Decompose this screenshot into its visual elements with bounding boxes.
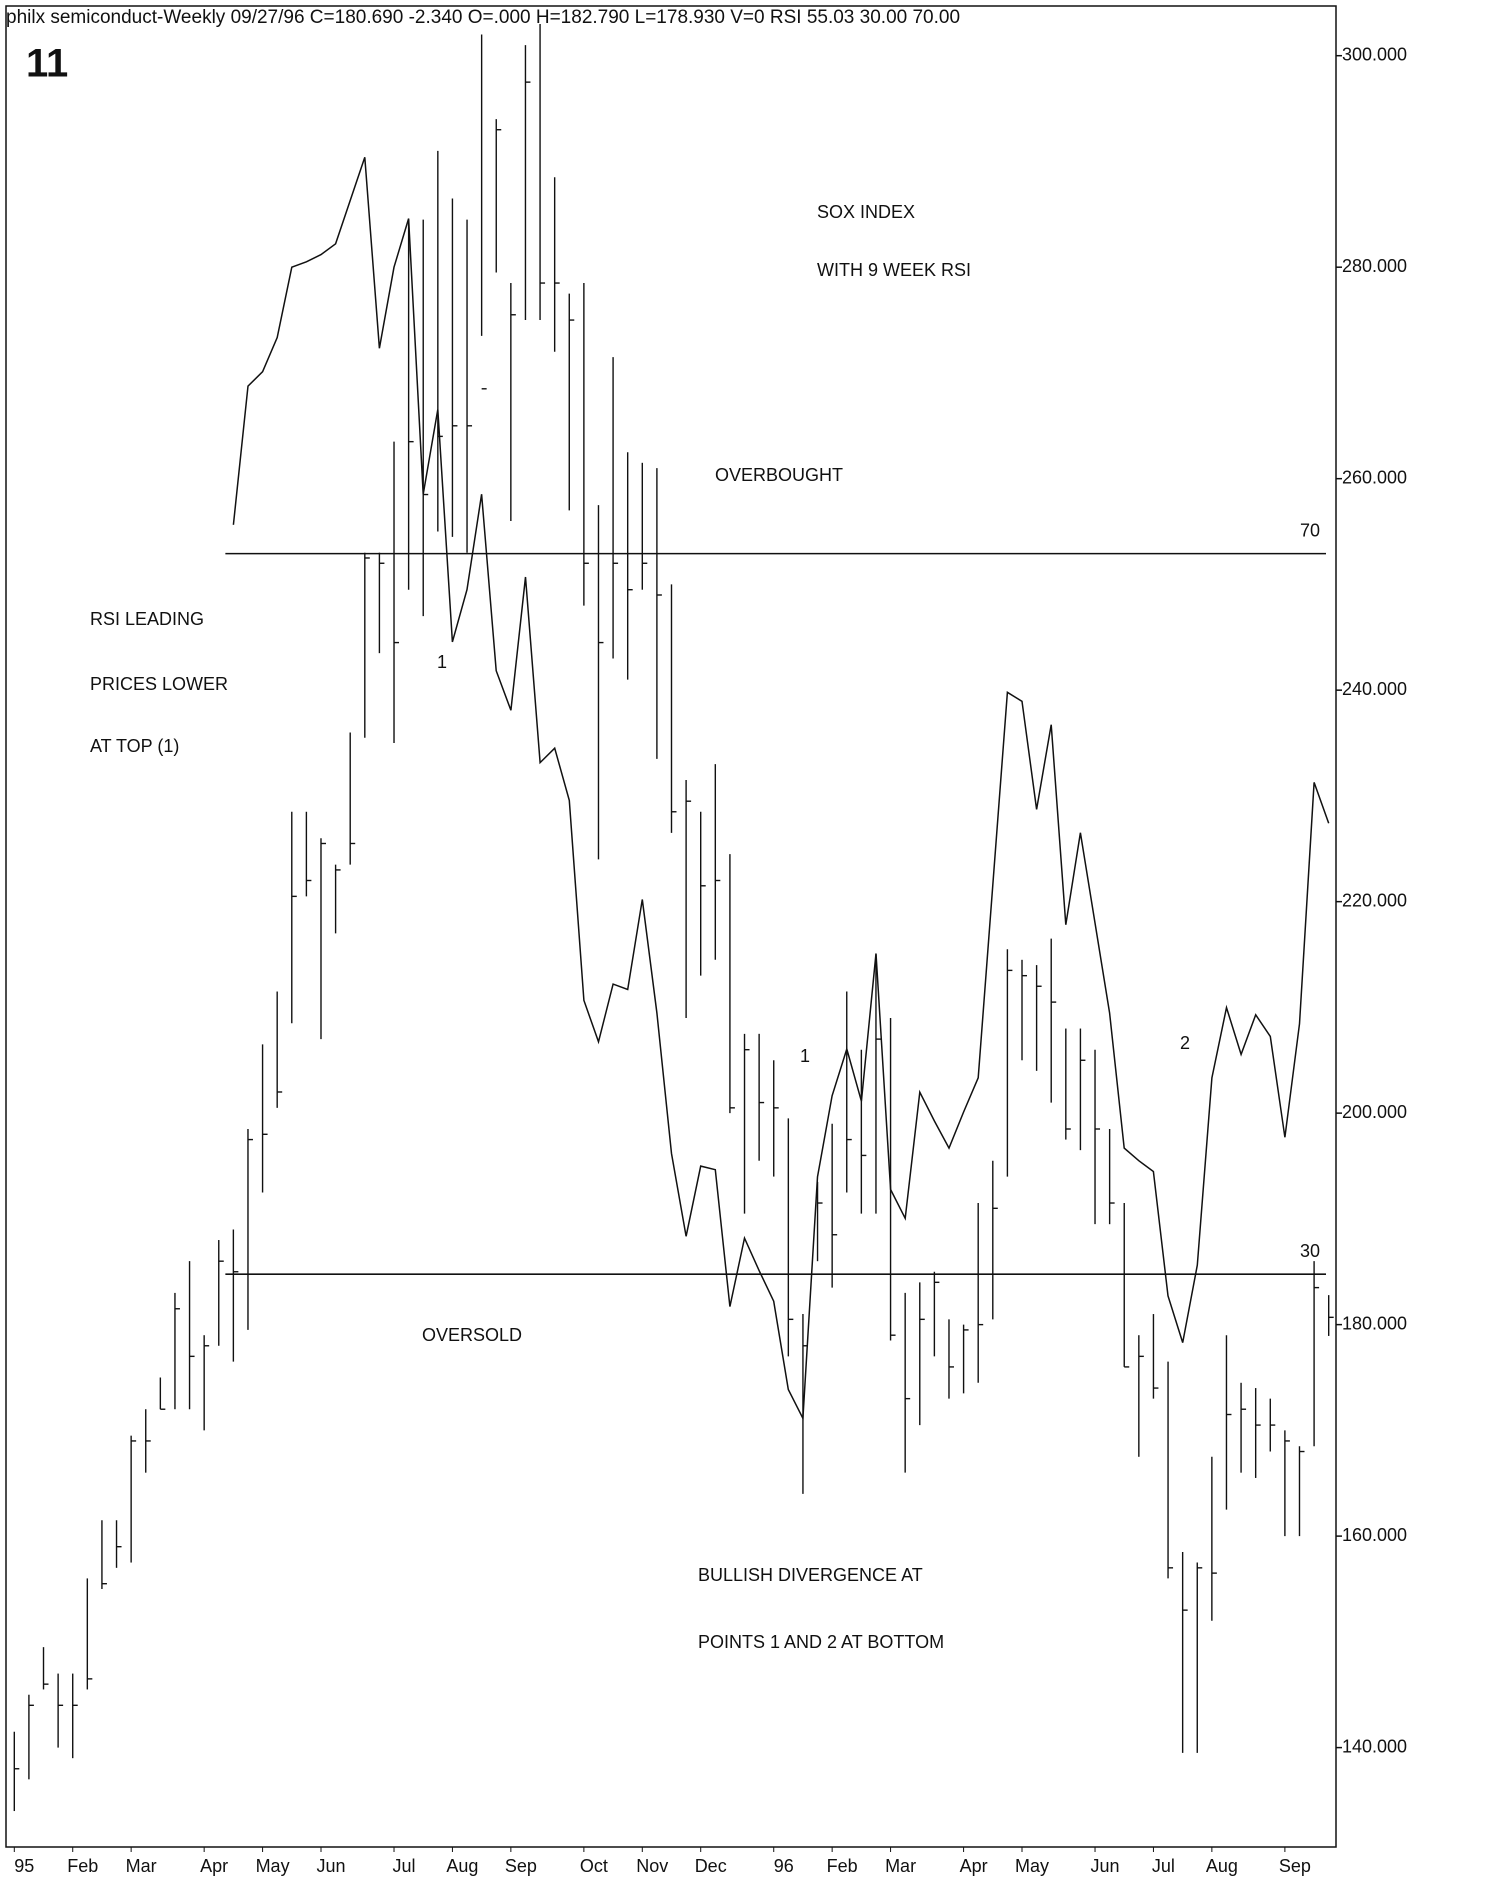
annotation: RSI LEADING [90,609,204,629]
annotation: 2 [1180,1033,1190,1053]
annotation: BULLISH DIVERGENCE AT [698,1565,923,1585]
chart-title: philx semiconduct-Weekly 09/27/96 C=180.… [6,7,960,28]
x-tick-label: Nov [636,1856,668,1876]
x-tick-label: Mar [126,1856,157,1876]
y-tick-label: 300.000 [1342,44,1407,64]
y-tick-label: 220.000 [1342,890,1407,910]
y-tick-label: 160.000 [1342,1525,1407,1545]
plot-frame [5,5,1337,1848]
annotation: PRICES LOWER [90,674,228,694]
y-tick-label: 260.000 [1342,467,1407,487]
annotation: OVERSOLD [422,1325,522,1345]
x-tick-label: Jun [316,1856,345,1876]
x-tick-label: Aug [446,1856,478,1876]
annotation: POINTS 1 AND 2 AT BOTTOM [698,1632,944,1652]
y-tick-label: 280.000 [1342,256,1407,276]
x-tick-label: May [256,1856,290,1876]
x-tick-label: Sep [505,1856,537,1876]
y-tick-label: 240.000 [1342,679,1407,699]
rsi-line [232,157,1330,1422]
y-tick-label: 140.000 [1342,1736,1407,1756]
annotation: SOX INDEX [817,202,915,222]
x-tick-label: 96 [774,1856,794,1876]
x-tick-label: Feb [67,1856,98,1876]
x-tick-label: Dec [695,1856,727,1876]
x-tick-label: Apr [960,1856,988,1876]
x-tick-label: Mar [885,1856,916,1876]
x-tick-label: Jul [393,1856,416,1876]
x-tick-label: May [1015,1856,1049,1876]
x-tick-label: Sep [1279,1856,1311,1876]
x-tick-label: Jun [1091,1856,1120,1876]
y-tick-label: 180.000 [1342,1313,1407,1333]
y-tick-label: 200.000 [1342,1102,1407,1122]
x-tick-label: Apr [200,1856,228,1876]
annotation: AT TOP (1) [90,736,179,756]
x-tick-label: Aug [1206,1856,1238,1876]
annotation: WITH 9 WEEK RSI [817,260,971,280]
rsi-level-label: 70 [1300,520,1320,540]
annotation: 1 [437,652,447,672]
figure-label: 11 [26,42,68,86]
x-tick-label: Feb [827,1856,858,1876]
x-tick-label: Jul [1152,1856,1175,1876]
annotation: OVERBOUGHT [715,465,843,485]
rsi-level-label: 30 [1300,1241,1320,1261]
x-tick-label: Oct [580,1856,608,1876]
annotation: 1 [800,1046,810,1066]
x-tick-label: 95 [14,1856,34,1876]
